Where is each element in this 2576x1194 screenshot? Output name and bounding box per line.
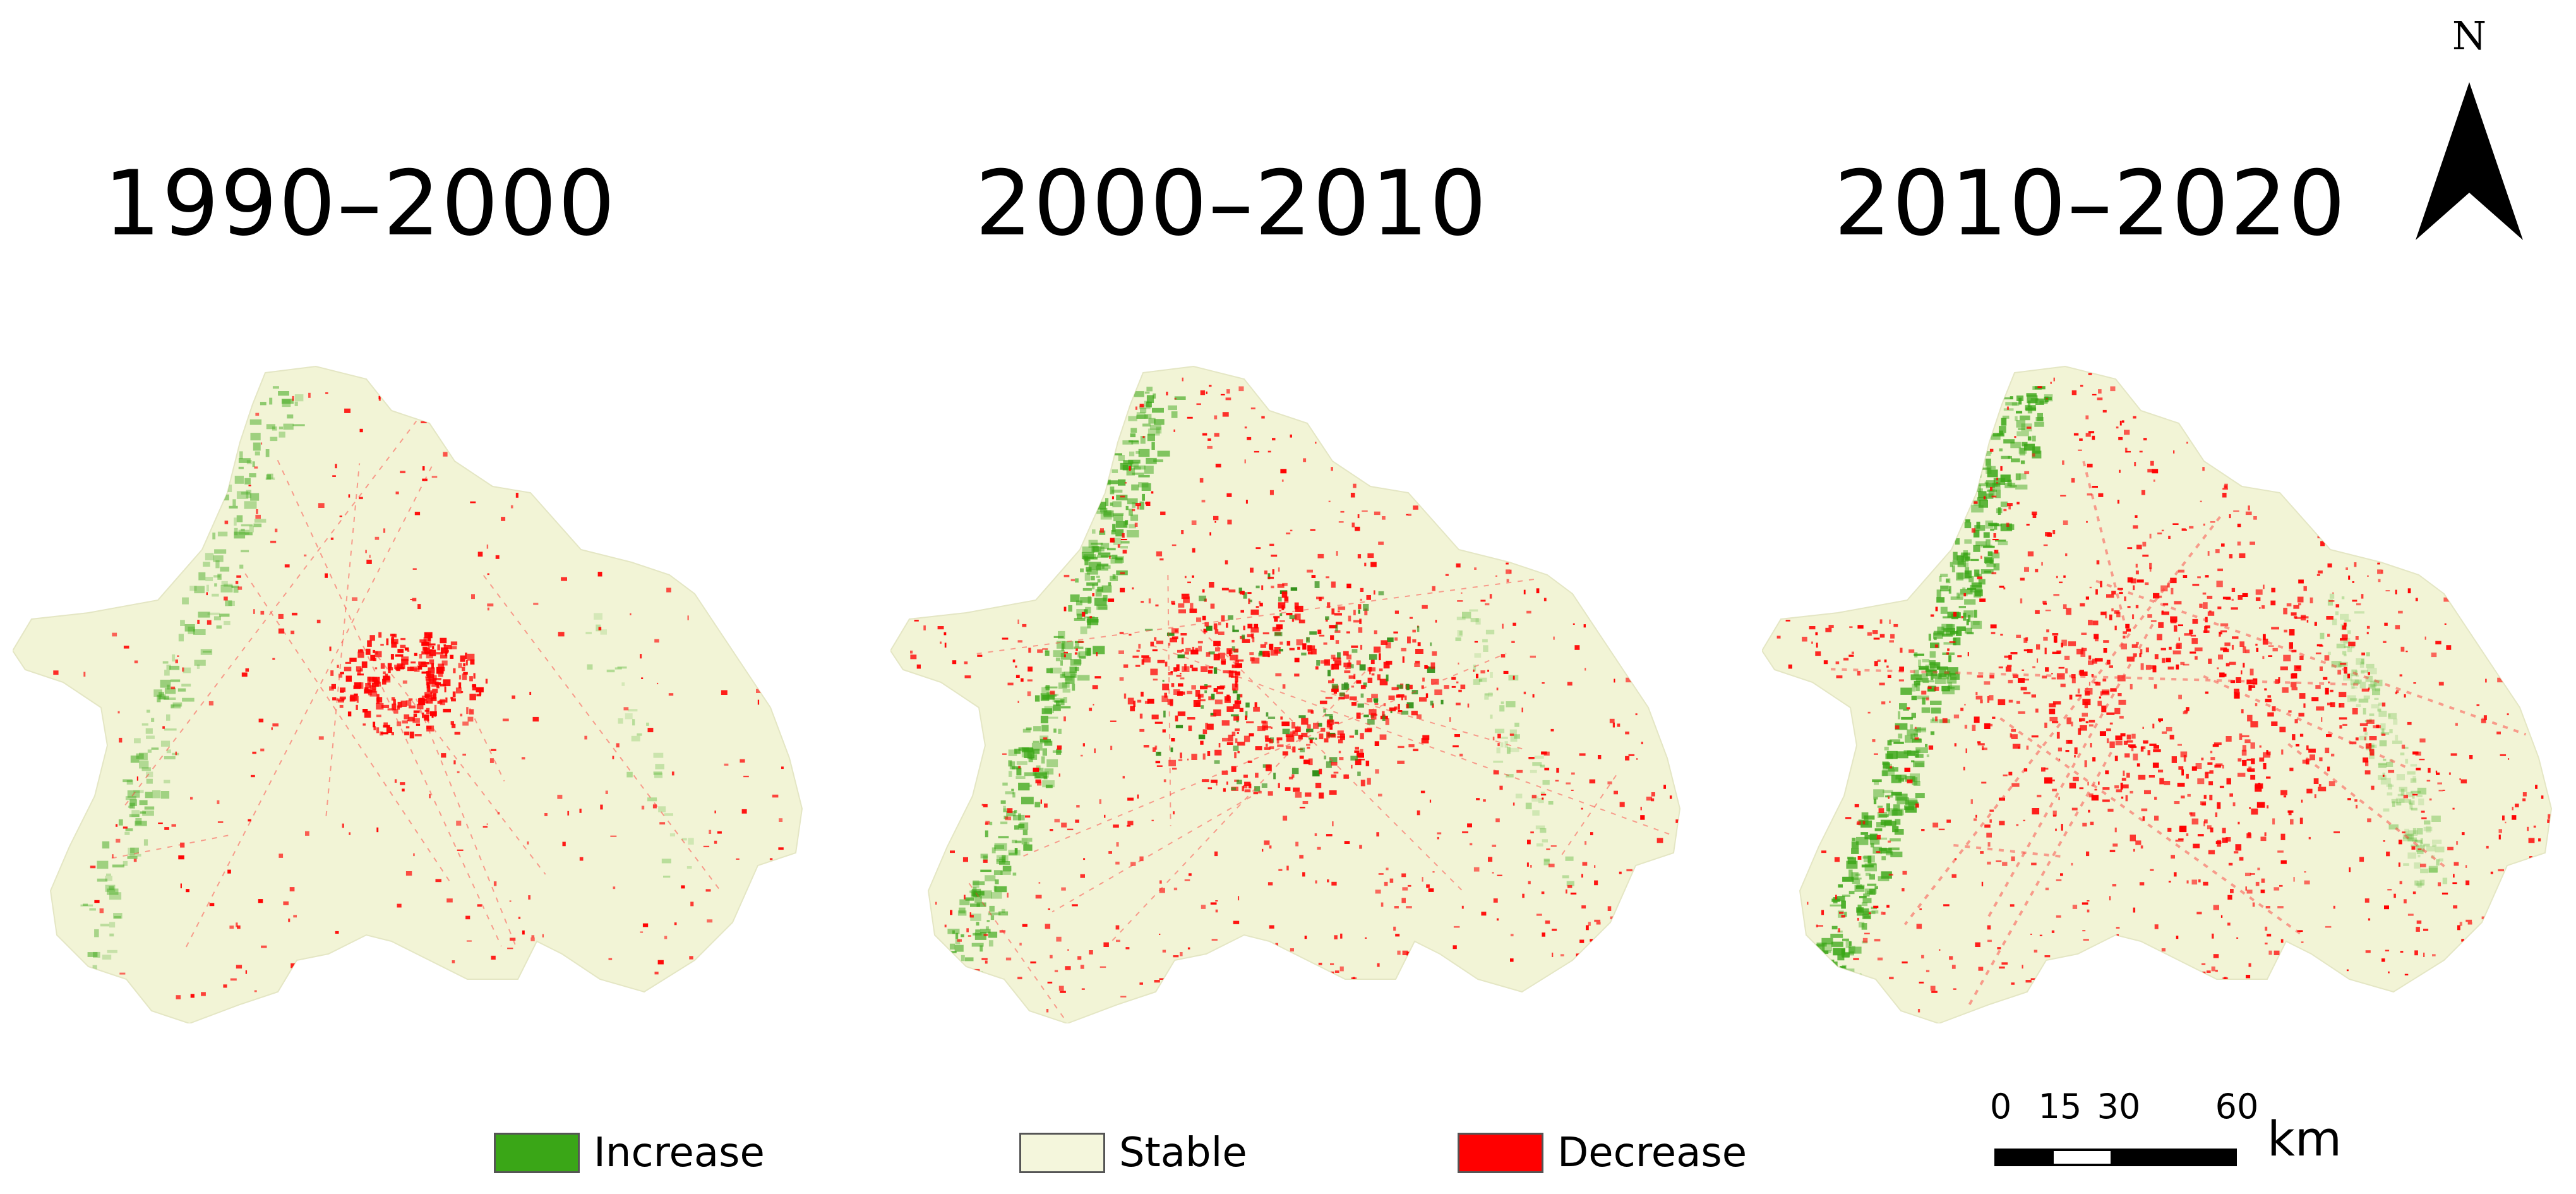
legend-stable-swatch: [1019, 1133, 1105, 1173]
panel-title-2000-2010: 2000–2010: [975, 152, 1488, 256]
scale-tick-15: 15: [2038, 1087, 2082, 1126]
map-2000-2010: [890, 365, 1681, 1023]
scale-seg-1: [1994, 1149, 2054, 1166]
region-stable-area: [13, 365, 803, 1023]
scale-tick-30: 30: [2097, 1087, 2141, 1126]
scale-tick-0: 0: [1989, 1087, 2012, 1126]
legend-increase-label: Increase: [594, 1130, 765, 1176]
change-patches: [910, 377, 1680, 1018]
panel-title-1990-2000: 1990–2000: [104, 152, 616, 256]
north-arrow-icon: [2416, 82, 2523, 240]
scale-bar: 0 15 30 60 km: [1989, 1087, 2342, 1175]
north-arrow: N: [2406, 13, 2532, 246]
north-label: N: [2452, 13, 2487, 59]
scale-seg-2: [2051, 1149, 2113, 1166]
legend-decrease: Decrease: [1458, 1128, 1747, 1178]
map-2010-2020: [1762, 365, 2553, 1023]
legend-decrease-swatch: [1458, 1133, 1543, 1173]
scale-seg-3: [2111, 1149, 2237, 1166]
legend-stable-label: Stable: [1119, 1130, 1247, 1176]
scale-tick-60: 60: [2215, 1087, 2259, 1126]
map-1990-2000: [13, 365, 803, 1023]
change-patches: [51, 386, 784, 1003]
legend-increase: Increase: [494, 1128, 765, 1178]
legend-decrease-label: Decrease: [1557, 1130, 1747, 1176]
scale-unit: km: [2267, 1111, 2342, 1167]
legend-increase-swatch: [494, 1133, 580, 1173]
region-stable-area: [1762, 365, 2553, 1023]
panel-title-2010-2020: 2010–2020: [1834, 152, 2347, 256]
region-stable-area: [890, 365, 1681, 1023]
legend-stable: Stable: [1019, 1128, 1247, 1178]
